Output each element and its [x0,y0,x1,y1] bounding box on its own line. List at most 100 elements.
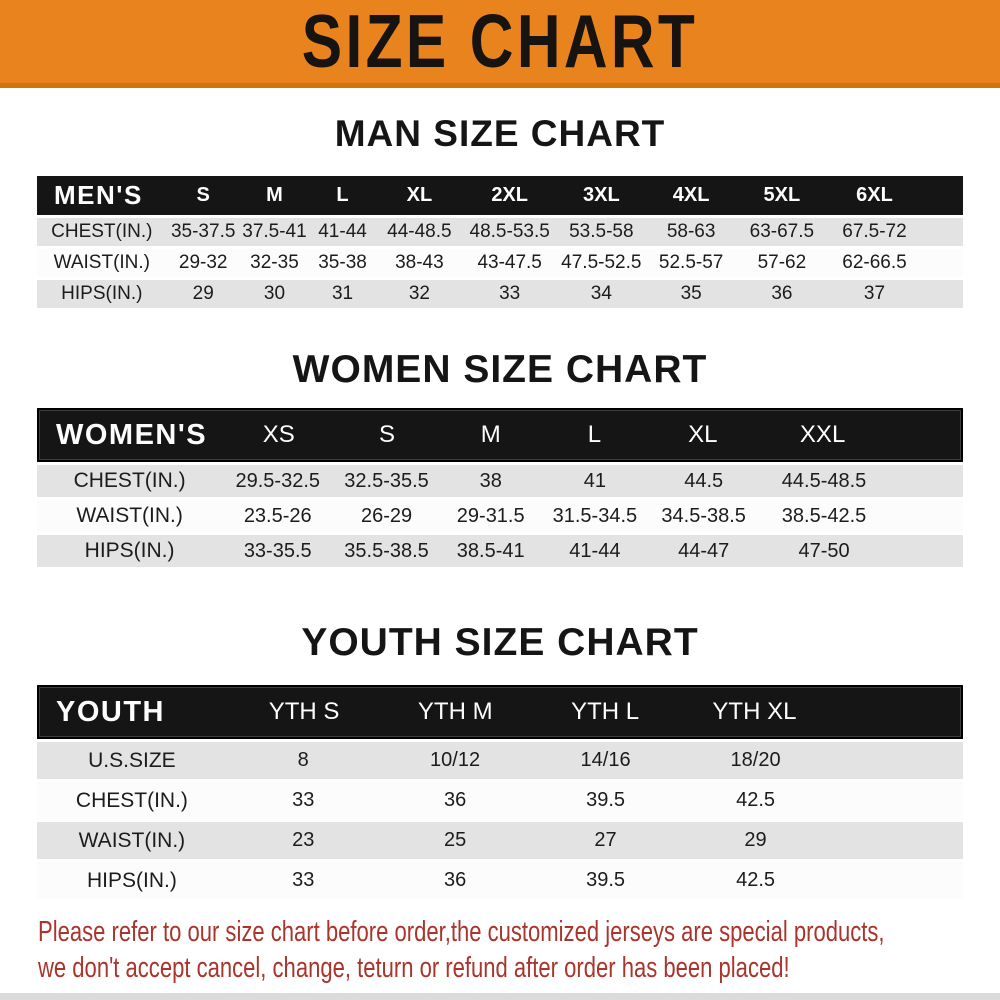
disclaimer-text-2: we don't accept cancel, change, teturn o… [38,952,790,984]
size-value: 44-48.5 [387,221,452,242]
youth-size-chart-heading: YOUTH SIZE CHART [301,621,699,664]
size-value: 29-32 [178,252,228,273]
size-value: 18/20 [730,749,781,771]
size-value: 62-66.5 [842,252,907,273]
table-row: HIPS(IN.) 33-35.5 35.5-38.5 38.5-41 41-44 44-… [37,535,963,567]
size-column-header: YTH S [268,698,340,725]
size-value: 35.5-38.5 [344,539,429,562]
table-row: WAIST(IN.) 29-32 32-35 35-38 38-43 43-47.5 47.… [37,249,963,277]
size-value: 43-47.5 [477,252,542,273]
table-row: HIPS(IN.) 33 36 39.5 42.5 [37,862,963,899]
row-label: CHEST(IN.) [75,788,188,812]
womens-size-table: WOMEN'S XS S M L XL XXL CHEST(IN.) 29.5-32.5 32.5… [37,408,963,567]
size-value: 29 [192,283,214,304]
size-column-header: L [336,184,349,206]
size-value: 30 [263,283,286,304]
size-value: 33 [292,789,315,811]
size-value: 38 [479,469,502,492]
table-title-label: YOUTH [56,695,165,728]
row-label: U.S.SIZE [88,748,176,772]
size-value: 42.5 [736,869,776,891]
size-column-header: XL [406,184,433,206]
size-column-header: 5XL [763,184,801,206]
man-size-chart-heading: MAN SIZE CHART [334,113,666,154]
size-value: 25 [443,829,467,851]
table-header-row: WOMEN'S XS S M L XL XXL [37,408,963,462]
size-value: 29-31.5 [456,504,525,527]
size-column-header: XL [688,421,718,448]
table-row: WAIST(IN.) 23 25 27 29 [37,822,963,859]
size-value: 38.5-42.5 [781,504,867,527]
size-chart-banner: SIZE CHART [0,0,1000,88]
table-header-row: YOUTH YTH S YTH M YTH L YTH XL [37,685,963,739]
size-value: 41 [583,469,606,492]
size-value: 38-43 [395,252,444,273]
size-value: 47-50 [798,539,850,562]
row-label: HIPS(IN.) [61,283,143,304]
size-column-header: YTH L [571,698,640,725]
size-column-header: YTH M [417,698,493,725]
table-row: CHEST(IN.) 35-37.5 37.5-41 41-44 44-48.5 48.5… [37,218,963,246]
size-value: 23 [292,829,315,851]
size-value: 33 [292,869,315,891]
disclaimer-line-1: Please refer to our size chart before or… [38,914,1000,950]
size-value: 58-63 [666,221,716,242]
table-row: CHEST(IN.) 29.5-32.5 32.5-35.5 38 41 44.5 44.5… [37,465,963,497]
banner-title: SIZE CHART [301,0,699,84]
size-value: 36 [443,869,467,891]
size-value: 32.5-35.5 [344,469,429,492]
size-value: 63-67.5 [749,221,815,242]
row-label: WAIST(IN.) [78,828,186,852]
size-value: 14/16 [580,749,631,771]
size-value: 37.5-41 [242,221,307,242]
size-value: 37 [863,283,886,304]
bottom-edge-strip [0,993,1000,1000]
size-value: 44-47 [678,539,730,562]
disclaimer-text-1: Please refer to our size chart before or… [38,916,885,948]
size-value: 29 [744,829,767,851]
women-size-chart-heading: WOMEN SIZE CHART [292,348,708,391]
table-row: HIPS(IN.) 29 30 31 32 33 34 35 36 37 [37,280,963,308]
size-value: 42.5 [736,789,776,811]
row-label: CHEST(IN.) [51,221,153,242]
size-column-header: 3XL [582,184,620,206]
size-value: 26-29 [360,504,413,527]
size-value: 39.5 [586,869,626,891]
size-value: 32-35 [250,252,299,273]
size-value: 48.5-53.5 [469,221,550,242]
table-row: U.S.SIZE 8 10/12 14/16 18/20 [37,742,963,779]
youth-size-table: YOUTH YTH S YTH M YTH L YTH XL U.S.SIZE 8 10/12… [37,685,963,899]
size-column-header: XS [262,421,295,448]
size-column-header: 2XL [491,184,528,206]
table-row: CHEST(IN.) 33 36 39.5 42.5 [37,782,963,819]
size-value: 31 [331,283,354,304]
row-label: HIPS(IN.) [84,539,175,562]
size-value: 35 [680,283,702,304]
size-column-header: S [379,421,396,448]
size-column-header: YTH XL [712,698,797,725]
size-value: 53.5-58 [569,221,634,242]
disclaimer-line-2: we don't accept cancel, change, teturn o… [38,950,1000,986]
size-value: 35-37.5 [170,221,236,242]
size-column-header: M [480,421,501,448]
mens-size-table: MEN'S S M L XL 2XL 3XL 4XL 5XL 6XL CHEST(IN.) 35-37… [37,176,963,308]
size-column-header: 6XL [856,184,893,206]
size-column-header: S [196,184,210,206]
size-value: 57-62 [757,252,807,273]
size-value: 67.5-72 [842,221,907,242]
size-value: 10/12 [430,749,481,771]
size-value: 34.5-38.5 [661,504,746,527]
size-value: 27 [594,829,617,851]
size-value: 44.5-48.5 [781,469,867,492]
row-label: WAIST(IN.) [53,252,151,273]
size-value: 34 [590,283,612,304]
size-value: 52.5-57 [658,252,724,273]
table-row: WAIST(IN.) 23.5-26 26-29 29-31.5 31.5-34.5 34… [37,500,963,532]
disclaimer: Please refer to our size chart before or… [0,914,1000,986]
size-value: 29.5-32.5 [235,469,320,492]
size-value: 31.5-34.5 [552,504,638,527]
row-label: WAIST(IN.) [76,504,183,527]
table-title-label: WOMEN'S [56,418,208,451]
size-value: 41-44 [318,221,367,242]
size-value: 33-35.5 [243,539,312,562]
